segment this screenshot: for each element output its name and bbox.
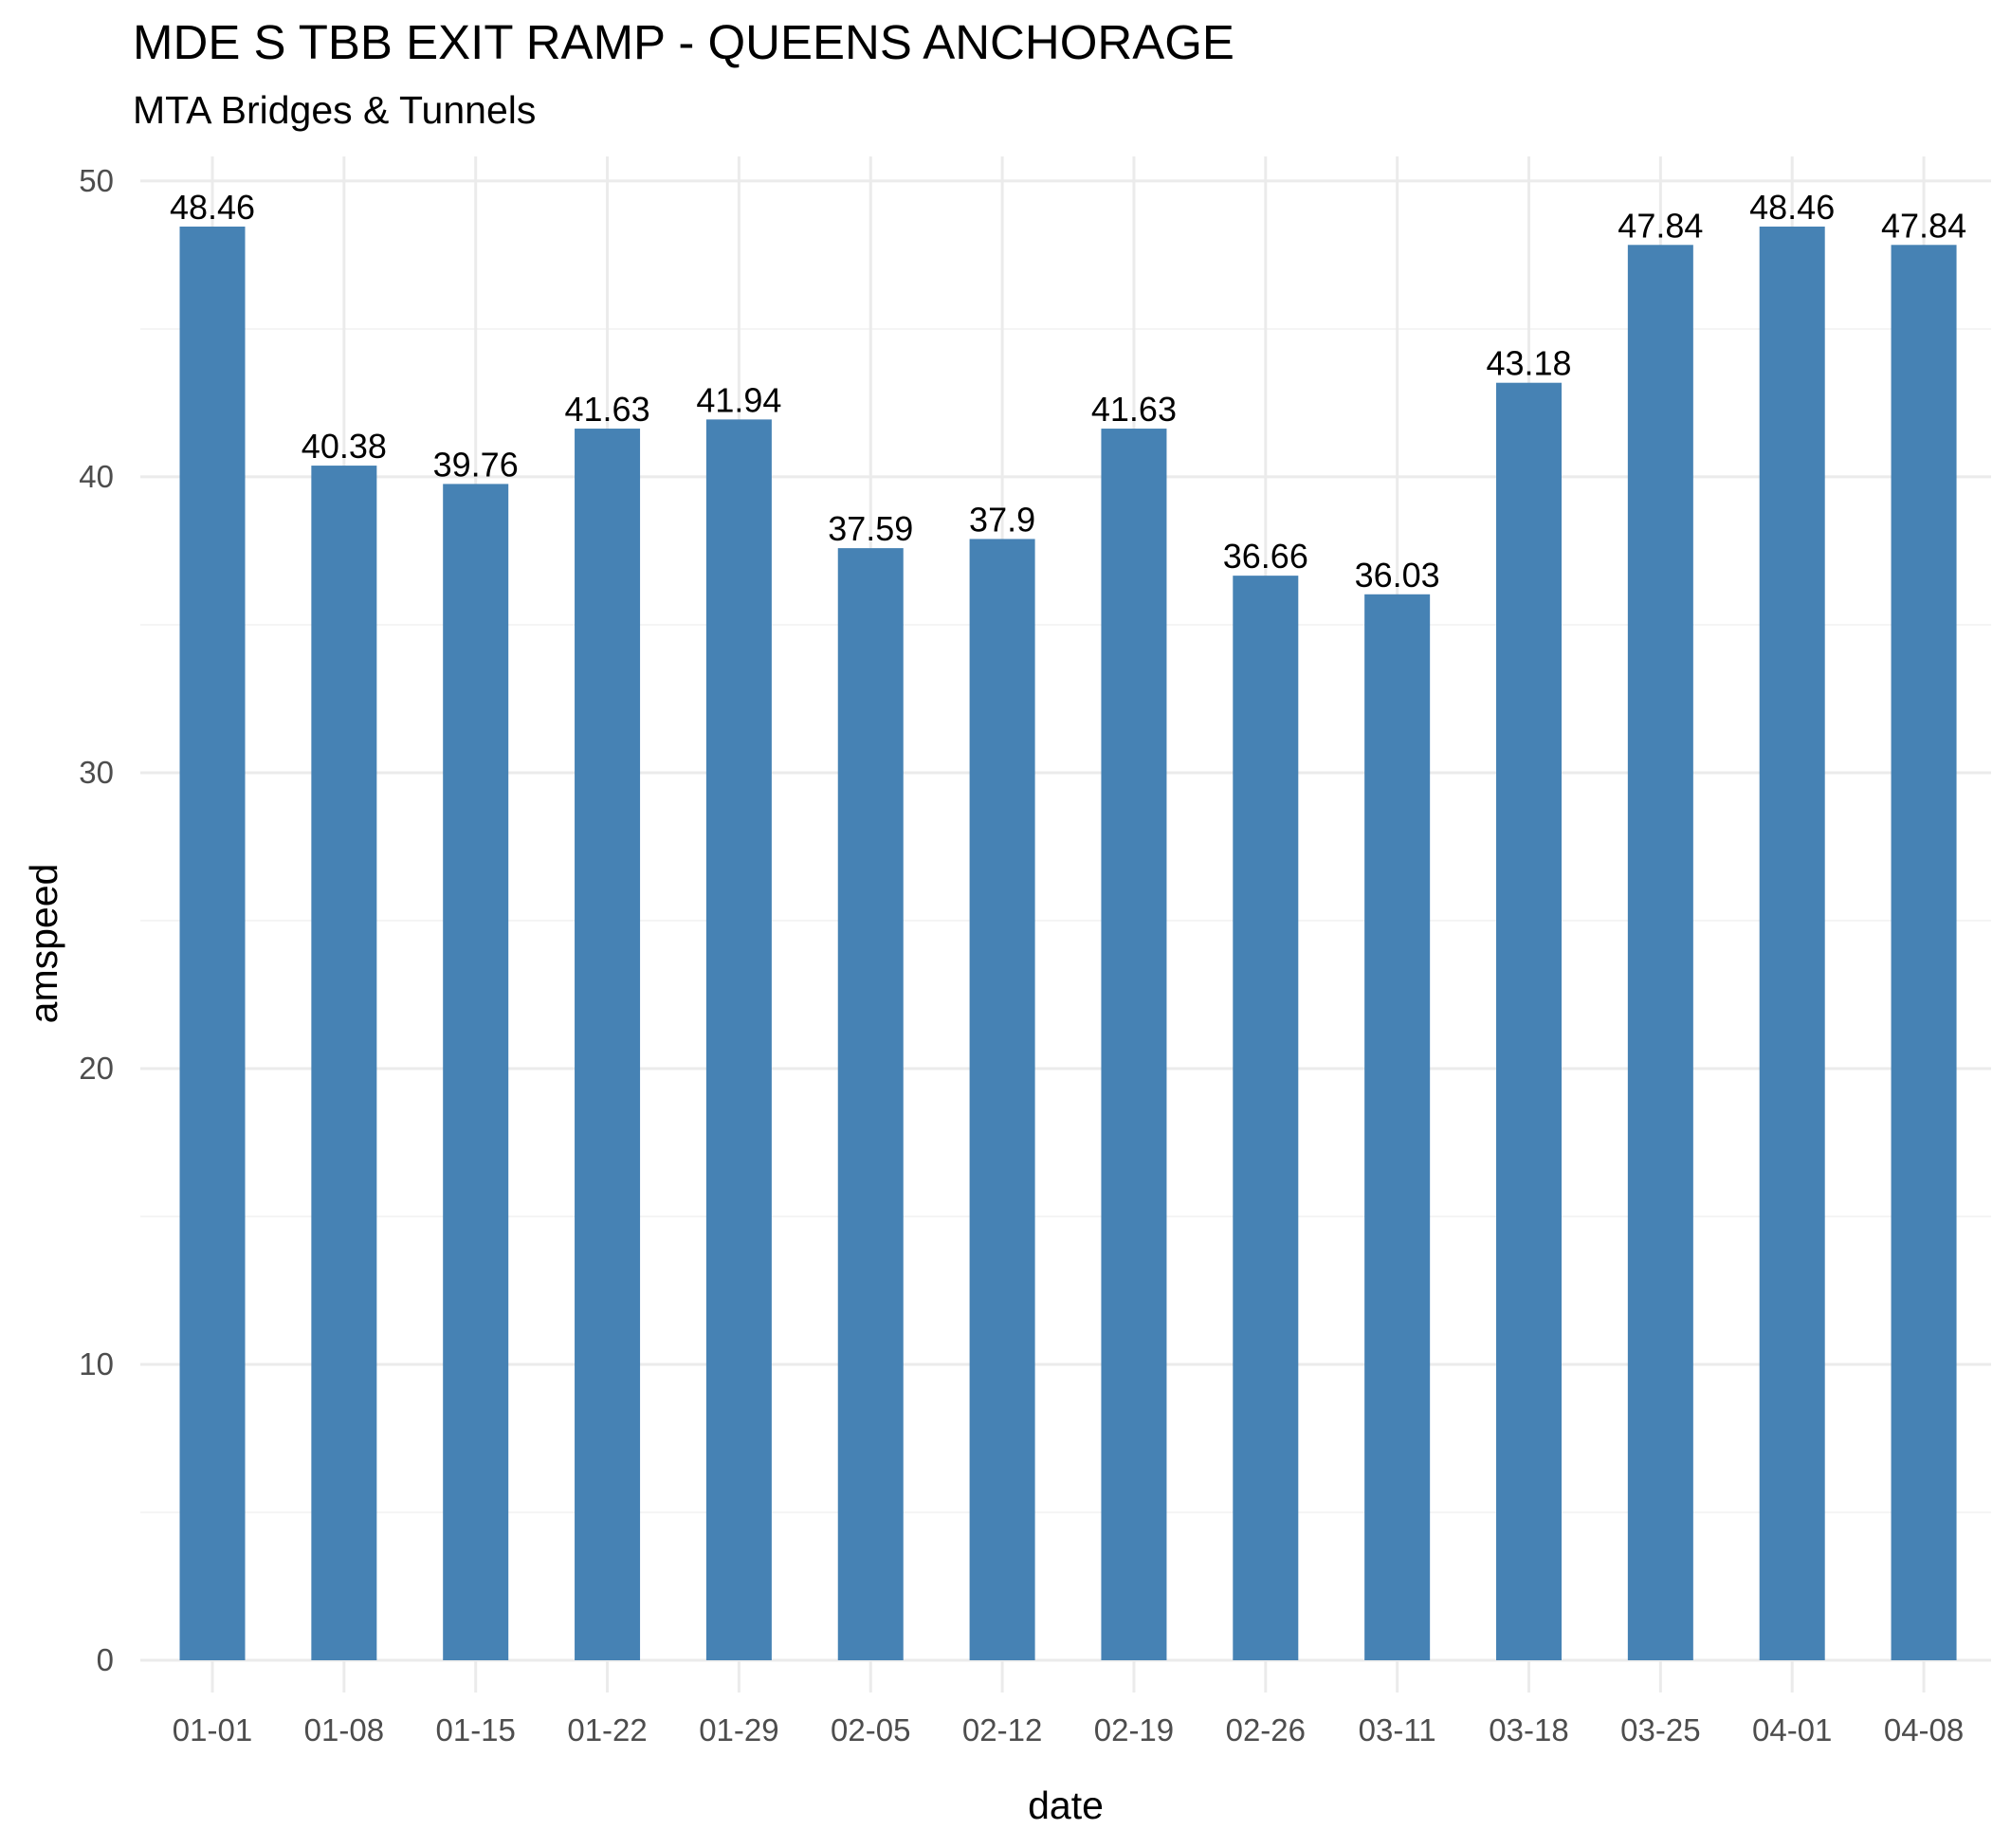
data-label: 48.46 xyxy=(1749,188,1835,227)
x-tick-label: 01-15 xyxy=(435,1712,515,1747)
data-label: 41.63 xyxy=(565,390,650,429)
data-label: 47.84 xyxy=(1618,206,1703,245)
data-label: 37.59 xyxy=(828,509,913,548)
bar xyxy=(1627,245,1693,1660)
data-label: 36.03 xyxy=(1355,556,1440,595)
y-tick-label: 0 xyxy=(97,1642,114,1677)
chart-subtitle: MTA Bridges & Tunnels xyxy=(133,88,536,132)
chart-title: MDE S TBB EXIT RAMP - QUEENS ANCHORAGE xyxy=(133,15,1234,69)
x-tick-label: 03-11 xyxy=(1359,1712,1436,1747)
data-label: 43.18 xyxy=(1486,344,1571,383)
bar xyxy=(1496,382,1562,1660)
bar xyxy=(837,548,904,1660)
data-label: 47.84 xyxy=(1881,206,1966,245)
x-tick-label: 02-19 xyxy=(1094,1712,1174,1747)
x-tick-label: 01-08 xyxy=(304,1712,384,1747)
y-axis-ticks: 0 10 20 30 40 50 xyxy=(79,163,114,1677)
data-label: 48.46 xyxy=(170,188,255,227)
x-tick-label: 01-29 xyxy=(699,1712,778,1747)
bar xyxy=(1891,245,1957,1660)
data-label: 41.94 xyxy=(696,380,781,419)
x-tick-label: 03-18 xyxy=(1489,1712,1568,1747)
y-axis-title: amspeed xyxy=(22,864,65,1024)
y-tick-label: 20 xyxy=(79,1051,114,1086)
bar xyxy=(1233,576,1299,1660)
bar xyxy=(1101,429,1167,1660)
data-labels: 48.46 40.38 39.76 41.63 41.94 37.59 37.9 41.63 3… xyxy=(170,188,1966,595)
x-axis-ticks: 01-01 01-08 01-15 01-22 01-29 02-05 02-12 02-19… xyxy=(173,1712,1964,1747)
y-tick-label: 30 xyxy=(79,755,114,790)
x-tick-label: 04-08 xyxy=(1884,1712,1964,1747)
bar xyxy=(705,419,772,1660)
bar xyxy=(575,429,641,1660)
bar xyxy=(969,539,1035,1660)
x-tick-label: 02-12 xyxy=(962,1712,1042,1747)
data-label: 36.66 xyxy=(1223,537,1308,576)
x-tick-label: 03-25 xyxy=(1620,1712,1700,1747)
bars xyxy=(179,226,1957,1661)
y-tick-label: 40 xyxy=(79,459,114,494)
x-tick-label: 02-26 xyxy=(1226,1712,1306,1747)
y-tick-label: 10 xyxy=(79,1346,114,1381)
data-label: 40.38 xyxy=(302,427,387,466)
x-tick-label: 01-22 xyxy=(567,1712,647,1747)
y-tick-label: 50 xyxy=(79,163,114,198)
data-label: 39.76 xyxy=(433,445,519,484)
x-axis-title: date xyxy=(1028,1784,1104,1827)
x-tick-label: 02-05 xyxy=(831,1712,910,1747)
data-label: 37.9 xyxy=(969,500,1035,539)
data-label: 41.63 xyxy=(1091,390,1177,429)
bar xyxy=(1364,594,1431,1660)
x-tick-label: 01-01 xyxy=(173,1712,252,1747)
bar xyxy=(443,484,509,1661)
bar xyxy=(179,226,246,1661)
bar xyxy=(1759,226,1825,1661)
bar xyxy=(311,466,377,1660)
x-tick-label: 04-01 xyxy=(1752,1712,1832,1747)
